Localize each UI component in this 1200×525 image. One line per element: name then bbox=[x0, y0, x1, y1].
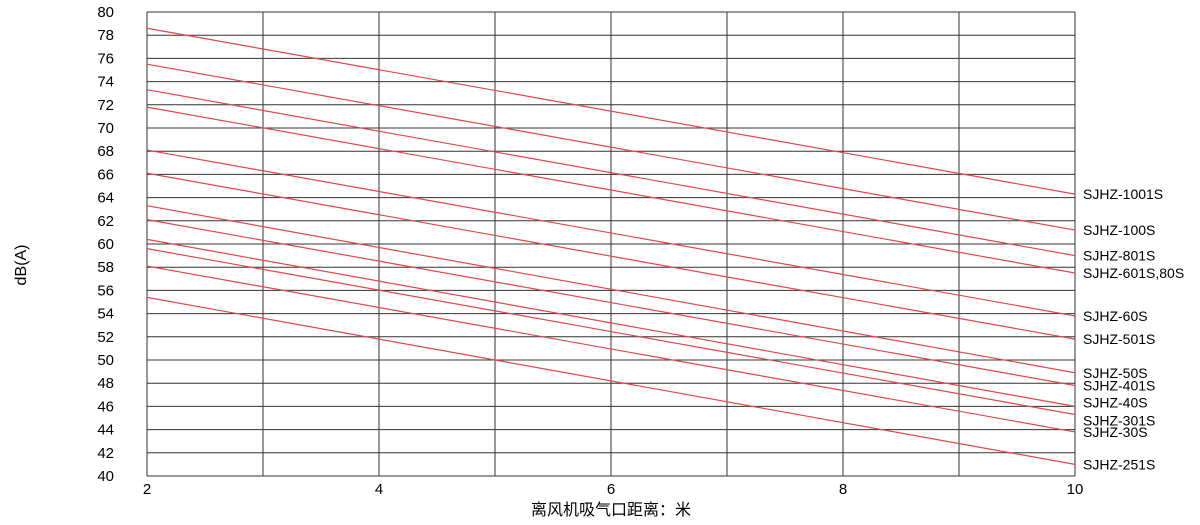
y-tick-label: 46 bbox=[97, 398, 114, 415]
series-line bbox=[146, 106, 1076, 274]
y-tick-label: 40 bbox=[97, 468, 114, 485]
series-label: SJHZ-601S,80S bbox=[1083, 265, 1184, 281]
series-line bbox=[146, 149, 1076, 317]
y-tick-label: 52 bbox=[97, 329, 114, 346]
x-tick-labels: 2 4 6 8 10 bbox=[143, 481, 1084, 498]
series-line bbox=[146, 265, 1076, 433]
series-label: SJHZ-501S bbox=[1083, 331, 1155, 347]
y-tick-label: 64 bbox=[97, 190, 114, 207]
y-tick-label: 60 bbox=[97, 236, 114, 253]
y-tick-label: 58 bbox=[97, 259, 114, 276]
y-tick-label: 56 bbox=[97, 282, 114, 299]
x-tick-label: 6 bbox=[607, 481, 615, 498]
series-line bbox=[146, 205, 1076, 374]
series-line bbox=[146, 219, 1076, 387]
series-line bbox=[146, 63, 1076, 231]
series-line bbox=[146, 89, 1076, 257]
series-label: SJHZ-301S bbox=[1083, 413, 1155, 429]
y-tick-label: 62 bbox=[97, 213, 114, 230]
series-label: SJHZ-60S bbox=[1083, 308, 1148, 324]
series-line bbox=[146, 172, 1076, 340]
x-tick-label: 2 bbox=[143, 481, 151, 498]
y-axis-label: dB(A) bbox=[13, 245, 30, 286]
series-label: SJHZ-801S bbox=[1083, 248, 1155, 264]
y-tick-label: 80 bbox=[97, 4, 114, 21]
x-tick-label: 4 bbox=[375, 481, 383, 498]
series-label: SJHZ-401S bbox=[1083, 378, 1155, 394]
y-tick-label: 72 bbox=[97, 97, 114, 114]
series-labels: SJHZ-1001S SJHZ-100S SJHZ-801SSJHZ-601S,80… bbox=[1083, 186, 1184, 472]
y-tick-label: 74 bbox=[97, 74, 114, 91]
y-tick-label: 70 bbox=[97, 120, 114, 137]
series-label: SJHZ-100S bbox=[1083, 222, 1155, 238]
series-label: SJHZ-1001S bbox=[1083, 186, 1163, 202]
x-axis-label: 离风机吸气口距离：米 bbox=[531, 501, 691, 519]
x-tick-label: 8 bbox=[839, 481, 847, 498]
y-tick-label: 66 bbox=[97, 166, 114, 183]
y-tick-label: 78 bbox=[97, 27, 114, 44]
y-tick-label: 50 bbox=[97, 352, 114, 369]
series-line bbox=[146, 296, 1076, 465]
series-lines bbox=[146, 27, 1076, 465]
x-tick-label: 10 bbox=[1067, 481, 1084, 498]
y-tick-label: 44 bbox=[97, 422, 114, 439]
y-tick-label: 42 bbox=[97, 445, 114, 462]
series-line bbox=[146, 248, 1076, 416]
y-tick-labels: 40 42 44 46 48 50 52 54 56 58 60 62 64 66 68 70 72 74 76 78… bbox=[97, 4, 114, 485]
grid bbox=[146, 11, 1076, 477]
y-tick-label: 54 bbox=[97, 306, 114, 323]
y-tick-label: 68 bbox=[97, 143, 114, 160]
series-label: SJHZ-30S bbox=[1083, 424, 1148, 440]
series-label: SJHZ-251S bbox=[1083, 456, 1155, 472]
y-tick-label: 48 bbox=[97, 375, 114, 392]
y-tick-label: 76 bbox=[97, 50, 114, 67]
series-line bbox=[146, 27, 1076, 195]
series-label: SJHZ-50S bbox=[1083, 365, 1148, 381]
series-line bbox=[146, 238, 1076, 407]
series-label: SJHZ-40S bbox=[1083, 394, 1148, 410]
